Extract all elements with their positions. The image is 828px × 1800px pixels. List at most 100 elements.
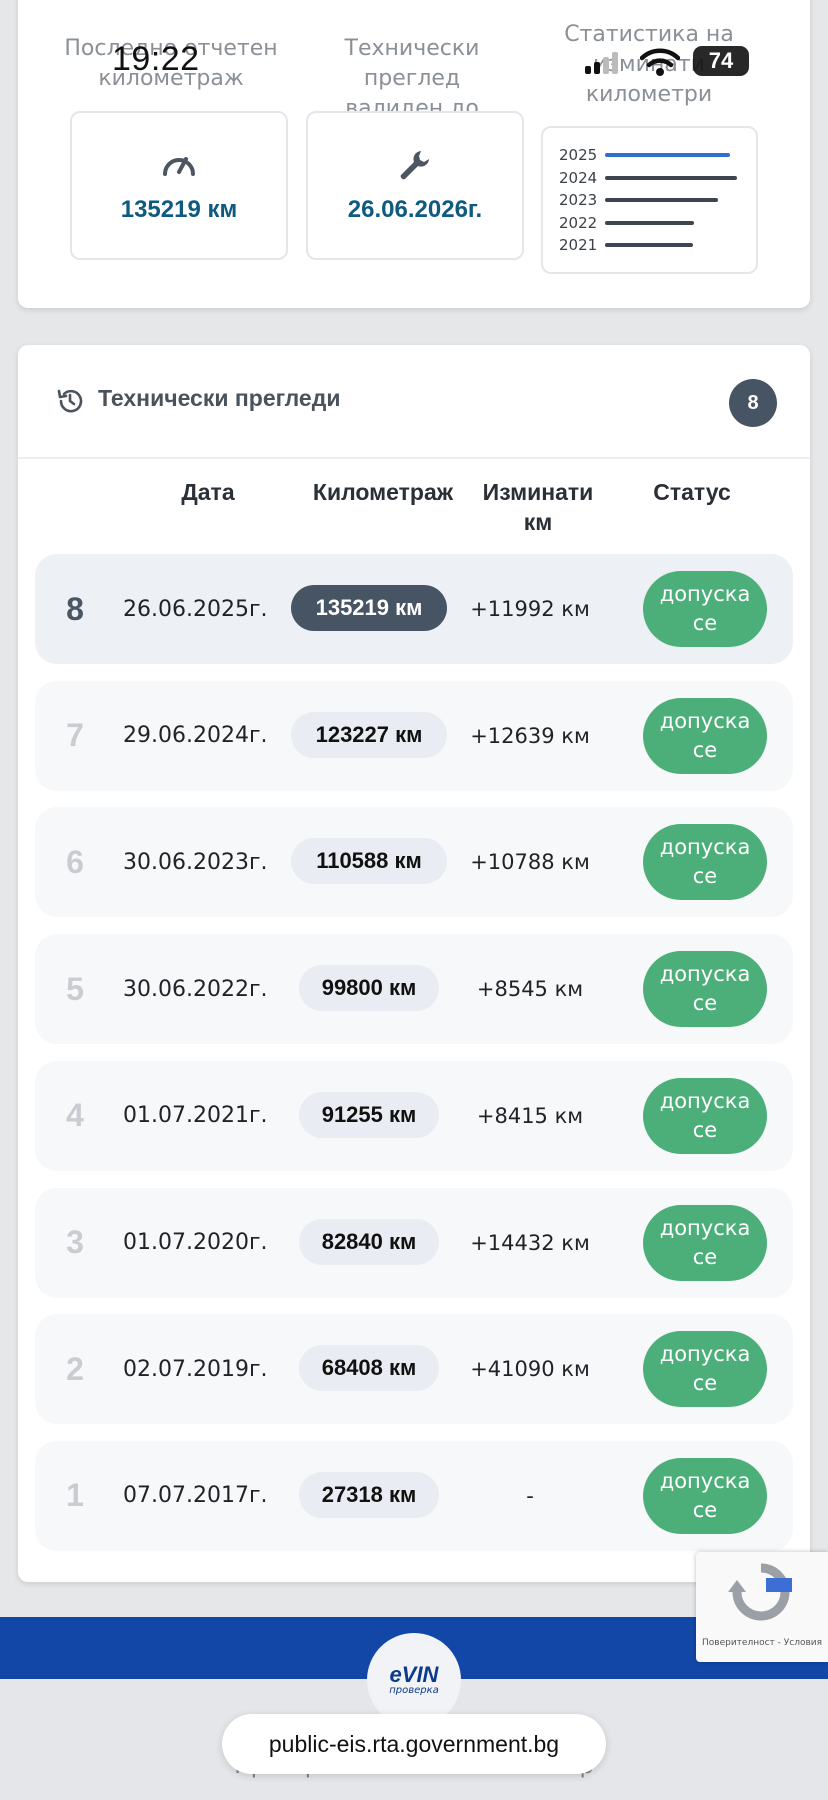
last-mileage-title-line1: Последно отчетен — [64, 36, 278, 61]
inspection-status-badge: допуска се — [643, 697, 767, 774]
inspection-row[interactable]: 3 01.07.2020г. 82840 км +14432 км допуска се — [35, 1187, 793, 1298]
inspection-driven-km: +10788 км — [470, 850, 590, 875]
speedometer-icon — [163, 156, 195, 176]
recaptcha-badge[interactable]: Поверителност - Условия — [696, 1552, 828, 1662]
logo-sub-text: проверка — [389, 1685, 439, 1696]
inspection-valid-value: 26.06.2026г. — [347, 195, 483, 223]
inspection-number: 4 — [66, 1097, 84, 1134]
inspection-mileage: 68408 км — [299, 1345, 439, 1392]
inspection-mileage: 135219 км — [291, 585, 447, 631]
inspections-header: Технически прегледи 8 — [18, 345, 810, 459]
last-mileage-title: Последно отчетен километраж — [62, 34, 280, 94]
status-line2: се — [692, 1244, 718, 1269]
last-mileage-value: 135219 км — [120, 195, 238, 223]
inspection-mileage: 123227 км — [291, 711, 447, 758]
summary-card: Последно отчетен километраж 135219 км Те… — [18, 0, 810, 308]
inspection-number: 6 — [66, 843, 84, 880]
wifi-icon — [640, 48, 680, 76]
inspection-row[interactable]: 8 26.06.2025г. 135219 км +11992 км допуска се — [35, 554, 793, 664]
battery-icon: 74 — [693, 46, 749, 76]
km-stats-title: Статистика на изминати километри — [540, 20, 758, 110]
km-stats-chart[interactable]: 2025 2024 2023 2022 2021 — [541, 126, 758, 274]
inspection-driven-km: +11992 км — [470, 597, 590, 621]
inspection-mileage: 91255 км — [299, 1091, 439, 1138]
inspection-date: 02.07.2019г. — [123, 1356, 268, 1382]
inspection-row[interactable]: 4 01.07.2021г. 91255 км +8415 км допуска се — [35, 1060, 793, 1171]
battery-level: 74 — [708, 48, 734, 73]
inspection-mileage: 110588 км — [291, 838, 447, 885]
km-stats-year: 2021 — [559, 236, 598, 254]
column-header-status: Статус — [653, 479, 731, 505]
inspection-status-badge: допуска се — [643, 1331, 767, 1408]
recaptcha-text[interactable]: Поверителност - Условия — [702, 1638, 823, 1648]
status-line1: допуска — [659, 1215, 751, 1240]
status-line1: допуска — [659, 1088, 751, 1113]
status-icons: 74 — [585, 44, 755, 78]
inspection-driven-km: +14432 км — [470, 1230, 590, 1255]
km-stats-bar — [605, 243, 693, 247]
history-icon — [57, 389, 83, 413]
column-header-driven: Изминати км — [448, 477, 628, 537]
inspection-driven-km: +8545 км — [476, 977, 584, 1002]
km-stats-title-line3: километри — [585, 82, 713, 107]
km-stats-year: 2022 — [559, 213, 598, 232]
inspection-date: 29.06.2024г. — [123, 723, 268, 749]
inspections-count-badge: 8 — [729, 379, 777, 427]
column-header-driven-line2: км — [523, 509, 553, 535]
status-line1: допуска — [659, 962, 751, 987]
recaptcha-icon — [728, 1563, 792, 1621]
km-stats-bar — [605, 220, 694, 225]
inspection-date: 01.07.2021г. — [123, 1103, 268, 1129]
km-stats-row: 2022 — [559, 212, 694, 234]
column-header-date: Дата — [181, 479, 235, 505]
inspections-title: Технически прегледи — [98, 385, 341, 411]
inspection-date: 01.07.2020г. — [123, 1230, 268, 1255]
inspection-status-badge: допуска се — [643, 1457, 767, 1534]
inspection-row[interactable]: 1 07.07.2017г. 27318 км - допуска се — [35, 1440, 793, 1551]
inspection-row[interactable]: 7 29.06.2024г. 123227 км +12639 км допуска се — [35, 680, 793, 791]
km-stats-bar — [605, 153, 730, 157]
inspection-driven-km: +41090 км — [470, 1357, 590, 1382]
inspection-status-badge: допуска се — [643, 951, 767, 1028]
status-line2: се — [692, 1371, 718, 1396]
inspection-number: 7 — [66, 717, 84, 754]
inspection-row[interactable]: 5 30.06.2022г. 99800 км +8545 км допуска се — [35, 934, 793, 1045]
inspection-status-badge: допуска се — [643, 571, 767, 647]
cellular-signal-icon — [585, 52, 618, 74]
status-line2: се — [692, 864, 718, 889]
column-header-mileage: Километраж — [312, 479, 454, 505]
inspection-driven-km: - — [526, 1483, 534, 1508]
status-line2: се — [692, 1497, 718, 1522]
inspection-valid-box: 26.06.2026г. — [306, 111, 524, 260]
inspection-mileage: 27318 км — [299, 1471, 439, 1518]
km-stats-row: 2025 — [559, 144, 730, 166]
last-mileage-box: 135219 км — [70, 111, 288, 260]
inspection-status-badge: допуска се — [643, 1077, 767, 1154]
inspection-driven-km: +8415 км — [476, 1103, 584, 1128]
wrench-icon — [400, 150, 429, 179]
status-line2: се — [692, 737, 718, 762]
inspection-number: 1 — [66, 1477, 84, 1514]
km-stats-bar — [605, 198, 718, 202]
km-stats-year: 2024 — [559, 168, 598, 187]
address-bar-url: public-eis.rta.government.bg — [268, 1730, 560, 1757]
inspection-date: 30.06.2023г. — [123, 849, 268, 875]
km-stats-row: 2024 — [559, 167, 737, 189]
inspection-row[interactable]: 2 02.07.2019г. 68408 км +41090 км допуска се — [35, 1314, 793, 1425]
inspection-number: 3 — [66, 1224, 84, 1260]
inspection-number: 2 — [66, 1350, 84, 1387]
status-line1: допуска — [659, 1468, 751, 1493]
inspection-number: 8 — [66, 590, 84, 627]
inspection-valid-title-line1: Технически преглед — [344, 36, 480, 91]
status-line2: се — [692, 1117, 718, 1142]
inspections-card: Технически прегледи 8 Дата Километраж Из… — [18, 345, 810, 1582]
address-bar[interactable]: public-eis.rta.government.bg — [222, 1714, 606, 1774]
inspection-status-badge: допуска се — [643, 824, 767, 901]
inspection-date: 30.06.2022г. — [123, 976, 268, 1002]
inspection-status-badge: допуска се — [643, 1204, 767, 1281]
evin-logo[interactable]: eVIN проверка — [367, 1633, 461, 1727]
inspection-row[interactable]: 6 30.06.2023г. 110588 км +10788 км допуска се — [35, 807, 793, 918]
last-mileage-title-line2: километраж — [98, 66, 244, 91]
km-stats-title-line1: Статистика на — [564, 22, 734, 47]
inspection-mileage: 82840 км — [299, 1218, 439, 1265]
